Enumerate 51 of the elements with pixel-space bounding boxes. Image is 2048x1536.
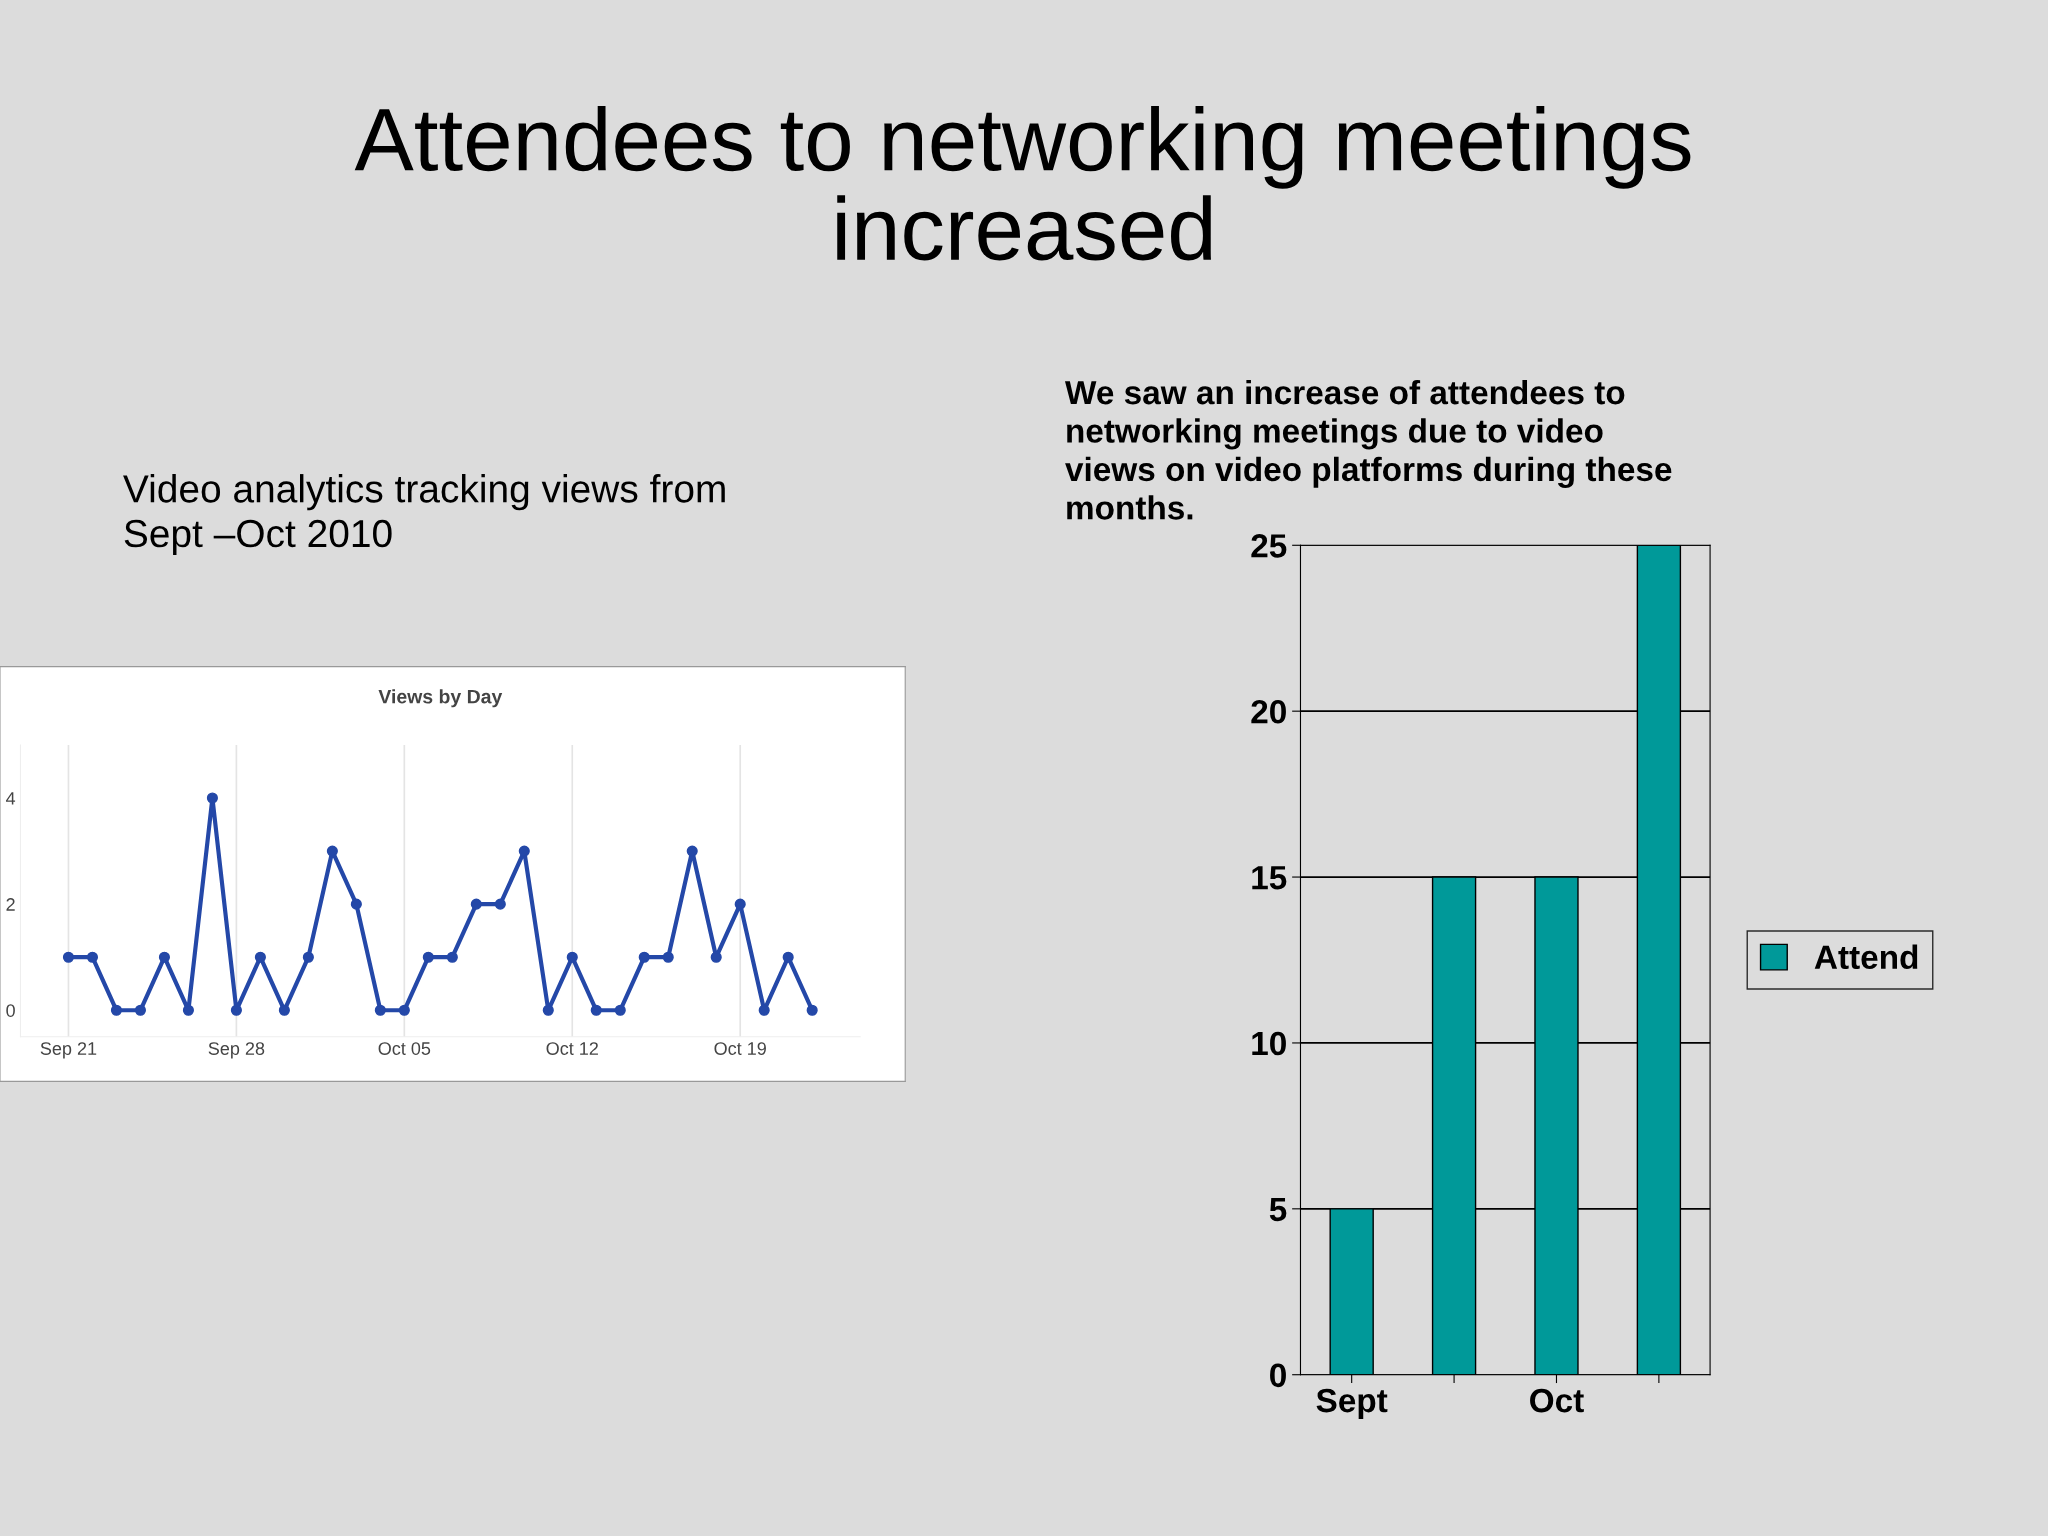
x-tick-label: Oct 05 [378, 1042, 431, 1055]
point [302, 951, 314, 963]
x-tick-label: Sep 28 [208, 1042, 265, 1059]
point [86, 951, 99, 963]
y-tick-label: 4 [5, 792, 16, 805]
x-tick-label: Oct 12 [546, 1042, 598, 1055]
y-tick-label: 5 [1269, 1197, 1287, 1222]
x-tick-label: Oct 19 [714, 1042, 766, 1055]
point [398, 1004, 410, 1016]
point [206, 792, 218, 804]
point [62, 951, 75, 963]
point [542, 1004, 554, 1016]
point [590, 1004, 602, 1016]
point [638, 951, 650, 963]
point [686, 845, 698, 857]
point [134, 1004, 146, 1016]
chart-title: Views by Day [378, 689, 503, 708]
text: We saw an increase of attendees to networking meetings due to video views on video platforms during these months. [1064, 379, 1672, 520]
point [566, 951, 578, 963]
y-tick-label: 10 [1252, 1031, 1286, 1056]
point [278, 1004, 290, 1016]
y-tick-label: 0 [1270, 1363, 1286, 1388]
y-tick-label: 25 [1251, 534, 1287, 558]
x-tick-label: Oct [1530, 1388, 1584, 1413]
point [182, 1004, 194, 1016]
point [422, 951, 434, 963]
point [254, 951, 266, 963]
point [446, 951, 458, 963]
point [614, 1004, 626, 1016]
point [326, 845, 338, 857]
point [110, 1004, 122, 1016]
text: Attendees to networking meetings increased [354, 105, 1691, 261]
x-tick-label: Sep 21 [40, 1042, 97, 1059]
point [494, 898, 506, 910]
point [374, 1004, 386, 1016]
x-tick-label: Sept [1316, 1388, 1388, 1419]
y-tick-label: 20 [1251, 699, 1286, 724]
y-tick-label: 0 [6, 1004, 15, 1017]
point [158, 951, 170, 963]
point [806, 1004, 818, 1016]
point [470, 898, 482, 910]
y-tick-label: 2 [6, 898, 15, 911]
point [662, 951, 674, 963]
legend-label: Attend [1814, 944, 1918, 970]
point [782, 951, 794, 963]
point [518, 845, 530, 857]
y-tick-label: 15 [1252, 866, 1287, 890]
text: Video analytics tracking views from Sept –Oct 2010 [123, 474, 725, 556]
point [350, 898, 362, 910]
point [230, 1004, 242, 1016]
point [734, 898, 746, 910]
